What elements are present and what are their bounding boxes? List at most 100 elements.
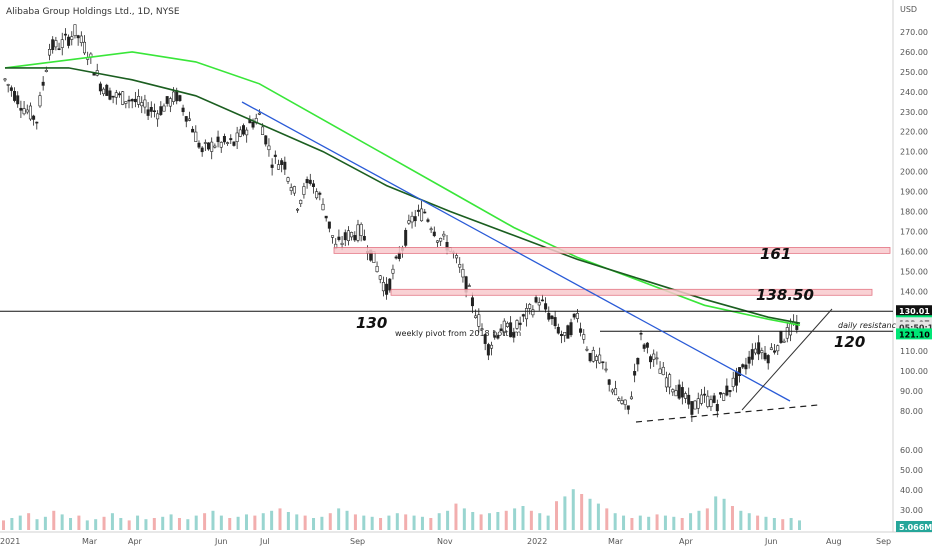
- candle-body: [639, 332, 643, 335]
- volume-bar: [320, 516, 324, 530]
- candle-body: [353, 235, 357, 241]
- volume-bar: [429, 518, 433, 530]
- candle-body: [636, 357, 640, 365]
- resistance-zone: [333, 247, 891, 254]
- candle-body: [788, 322, 792, 336]
- volume-bar: [680, 518, 684, 530]
- volume-bar: [253, 515, 257, 530]
- candle-body: [3, 78, 7, 81]
- candle-body: [216, 136, 220, 143]
- candle-body: [553, 317, 557, 327]
- candle-body: [642, 344, 646, 349]
- candle-body: [210, 141, 214, 152]
- level-label: 130: [356, 314, 387, 332]
- candle-body: [474, 315, 478, 318]
- candle-body: [79, 35, 83, 43]
- downtrend-line: [241, 101, 791, 402]
- candle-body: [575, 313, 579, 319]
- candle-body: [467, 285, 471, 287]
- candle-body: [67, 36, 71, 46]
- candle-body: [499, 328, 503, 332]
- candle-body: [521, 314, 525, 317]
- candle-body: [747, 356, 751, 364]
- candle-body: [149, 107, 153, 112]
- volume-bar: [588, 498, 592, 530]
- candle-body: [537, 302, 541, 306]
- moving-average-fast-line: [4, 51, 801, 326]
- volume-bar: [43, 516, 47, 530]
- price-tick-label: 210.00: [900, 148, 928, 157]
- candle-body: [54, 40, 58, 48]
- candle-body: [9, 87, 13, 91]
- volume-bar: [295, 514, 299, 530]
- candle-body: [305, 179, 309, 184]
- candle-body: [588, 352, 592, 362]
- price-tick-label: 160.00: [900, 247, 928, 256]
- time-tick-label: Jun: [214, 537, 228, 546]
- candle-body: [346, 230, 350, 242]
- candle-body: [566, 325, 570, 339]
- candle-body: [528, 304, 532, 309]
- candle-body: [152, 110, 156, 113]
- candle-body: [582, 334, 586, 340]
- candle-body: [649, 356, 653, 363]
- candle-body: [280, 160, 284, 165]
- candle-body: [442, 233, 446, 237]
- candle-body: [286, 177, 290, 182]
- volume-bar: [69, 518, 73, 530]
- candle-body: [706, 395, 710, 407]
- candle-body: [591, 349, 595, 362]
- candle-body: [426, 219, 430, 222]
- candle-body: [117, 93, 121, 96]
- volume-bar: [94, 519, 98, 530]
- volume-bar: [630, 518, 634, 530]
- zone-label: 138.50: [756, 286, 814, 304]
- volume-bar: [236, 516, 240, 530]
- candle-body: [165, 96, 169, 104]
- candle-body: [423, 211, 427, 214]
- candle-body: [696, 398, 700, 409]
- candle-body: [238, 129, 242, 137]
- base-support-line: [635, 404, 819, 423]
- candle-body: [585, 348, 589, 351]
- candle-body: [162, 105, 166, 112]
- candle-body: [572, 313, 576, 318]
- candle-body: [550, 315, 554, 319]
- volume-bar: [781, 519, 785, 530]
- candle-body: [404, 229, 408, 246]
- volume-tick-label: 50.00: [900, 466, 923, 475]
- volume-bar: [244, 514, 248, 530]
- volume-bar: [655, 514, 659, 530]
- candle-body: [420, 208, 424, 222]
- candle-body: [32, 115, 36, 120]
- volume-bar: [35, 519, 39, 530]
- candle-body: [35, 121, 39, 124]
- candle-body: [13, 90, 17, 101]
- candle-body: [213, 145, 217, 148]
- time-tick-label: Sep: [350, 537, 365, 546]
- note-label: weekly pivot from 2018 bottom: [395, 329, 521, 338]
- candle-body: [242, 125, 246, 135]
- candle-body: [159, 106, 163, 115]
- volume-bar: [278, 508, 282, 530]
- candle-body: [261, 126, 265, 135]
- candle-body: [623, 399, 627, 406]
- candle-body: [178, 95, 182, 101]
- volume-bar: [136, 515, 140, 530]
- price-tick-label: 100.00: [900, 367, 928, 376]
- price-tick-label: 140.00: [900, 287, 928, 296]
- candle-body: [773, 350, 777, 353]
- candle-body: [143, 99, 147, 108]
- candle-body: [493, 336, 497, 338]
- candle-body: [722, 393, 726, 401]
- volume-bar: [689, 513, 693, 530]
- candle-body: [172, 91, 176, 102]
- volume-bar: [286, 512, 290, 530]
- candle-body: [187, 118, 191, 121]
- time-tick-label: 2021: [0, 537, 20, 546]
- candle-body: [674, 390, 678, 397]
- volume-bar: [270, 510, 274, 530]
- volume-bar: [169, 514, 173, 530]
